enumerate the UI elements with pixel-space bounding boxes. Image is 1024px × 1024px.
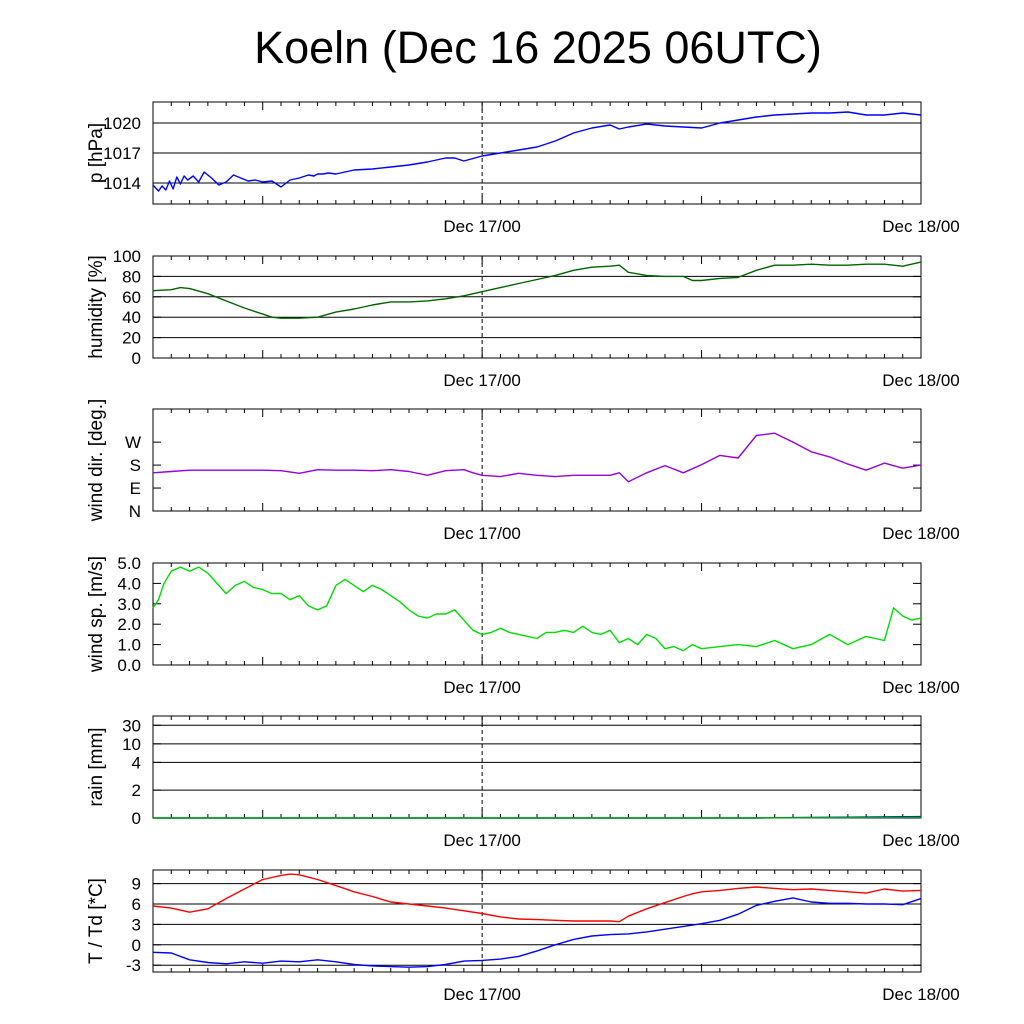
temperature-series-dewpoint <box>152 897 922 968</box>
temperature-frame <box>152 869 922 973</box>
wind-direction-ytick-label: E <box>130 479 141 498</box>
temperature-ytick-label: 3 <box>132 915 141 934</box>
humidity-xtick-label: Dec 18/00 <box>882 371 960 390</box>
wind-speed-axis-label: wind sp. [m/s] <box>86 556 107 673</box>
wind-speed-panel: 0.01.0 2.03.0 4.05.0 Dec 17/00 Dec 18/00 wind… <box>86 554 960 697</box>
wind-direction-ytick-label: S <box>130 456 141 475</box>
temperature-series-temperature <box>152 873 922 923</box>
rain-axis-label: rain [mm] <box>86 727 107 806</box>
wind-direction-xtick-label: Dec 18/00 <box>882 524 960 543</box>
wind-direction-xtick-label: Dec 17/00 <box>443 524 521 543</box>
wind-speed-frame <box>152 562 922 666</box>
humidity-ytick-label: 0 <box>132 349 141 368</box>
wind-speed-ytick-label: 2.0 <box>117 615 141 634</box>
wind-speed-ytick-label: 5.0 <box>117 554 141 573</box>
humidity-xtick-label: Dec 17/00 <box>443 371 521 390</box>
temperature-ytick-label: -3 <box>126 956 141 975</box>
temperature-axis-label: T / Td [*C] <box>86 878 107 964</box>
rain-ytick-label: 4 <box>132 753 141 772</box>
pressure-xtick-label: Dec 18/00 <box>882 217 960 236</box>
temperature-xtick-label: Dec 17/00 <box>443 985 521 1004</box>
wind-direction-axis-label: wind dir. [deg.] <box>86 399 107 523</box>
humidity-axis-label: humidity [%] <box>86 255 107 358</box>
wind-speed-ytick-label: 0.0 <box>117 656 141 675</box>
wind-speed-ytick-label: 3.0 <box>117 595 141 614</box>
humidity-ytick-label: 100 <box>113 247 141 266</box>
wind-speed-ytick-label: 1.0 <box>117 636 141 655</box>
page-title: Koeln (Dec 16 2025 06UTC) <box>254 22 822 73</box>
humidity-ytick-label: 20 <box>122 329 141 348</box>
rain-ytick-label: 30 <box>122 716 141 735</box>
rain-frame <box>152 715 922 819</box>
rain-xtick-label: Dec 17/00 <box>443 831 521 850</box>
pressure-axis-label: p [hPa] <box>86 123 107 183</box>
wind-direction-ytick-label: N <box>129 502 141 521</box>
wind-direction-frame <box>152 408 922 512</box>
wind-direction-ytick-label: W <box>125 433 141 452</box>
rain-series-rain2 <box>153 816 922 819</box>
temperature-ytick-label: 9 <box>132 875 141 894</box>
temperature-ytick-label: 6 <box>132 895 141 914</box>
rain-ytick-label: 0 <box>132 809 141 828</box>
temperature-ytick-label: 0 <box>132 936 141 955</box>
humidity-frame <box>152 255 922 359</box>
temperature-panel: -30 369 Dec 17/00 Dec 18/00 T / Td [*C] <box>86 869 960 1004</box>
wind-speed-xtick-label: Dec 17/00 <box>443 678 521 697</box>
humidity-series-humidity <box>152 261 922 319</box>
rain-ytick-label: 10 <box>122 735 141 754</box>
humidity-ytick-label: 40 <box>122 308 141 327</box>
pressure-ytick-label: 1017 <box>103 144 141 163</box>
pressure-ytick-label: 1020 <box>103 114 141 133</box>
pressure-xtick-label: Dec 17/00 <box>443 217 521 236</box>
temperature-xtick-label: Dec 18/00 <box>882 985 960 1004</box>
rain-xtick-label: Dec 18/00 <box>882 831 960 850</box>
humidity-ytick-label: 80 <box>122 267 141 286</box>
humidity-ytick-label: 60 <box>122 288 141 307</box>
wind-speed-xtick-label: Dec 18/00 <box>882 678 960 697</box>
pressure-series-pressure <box>152 111 922 192</box>
wind-speed-ytick-label: 4.0 <box>117 574 141 593</box>
pressure-panel: 1014 1017 1020 Dec 17/00 Dec 18/00 p [hPa] <box>86 101 960 236</box>
wind-direction-series-wind-direction <box>152 432 922 483</box>
wind-speed-series-wind-speed <box>152 566 922 652</box>
rain-ytick-label: 2 <box>132 781 141 800</box>
pressure-ytick-label: 1014 <box>103 174 141 193</box>
